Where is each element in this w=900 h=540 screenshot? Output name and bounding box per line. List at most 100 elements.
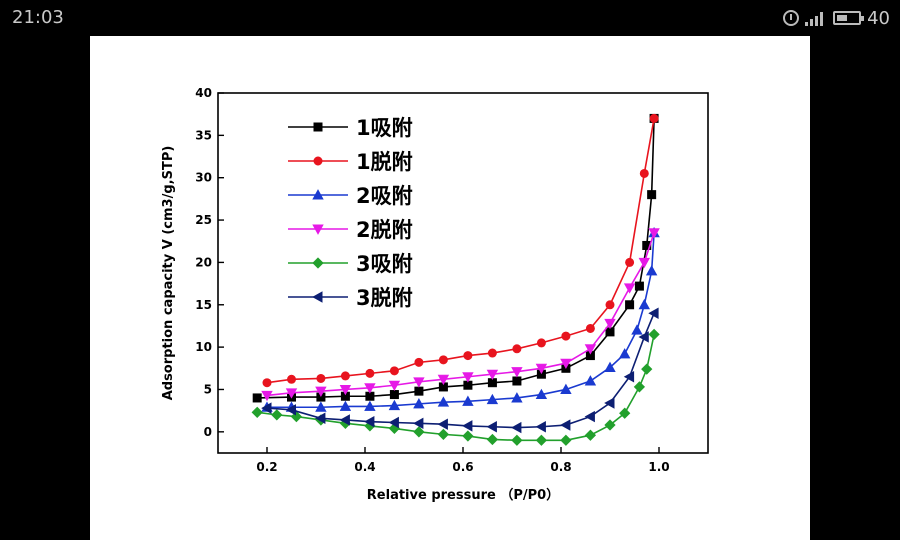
data-point xyxy=(638,257,651,269)
y-tick-label: 35 xyxy=(195,128,212,142)
data-point xyxy=(487,348,497,358)
legend-marker xyxy=(312,189,324,200)
data-point xyxy=(648,307,659,319)
data-point xyxy=(561,331,571,341)
data-point xyxy=(315,386,327,397)
data-point xyxy=(261,390,273,402)
legend-marker xyxy=(312,291,323,303)
series-3 xyxy=(261,226,660,412)
alarm-icon xyxy=(783,10,800,26)
series-6 xyxy=(261,307,659,434)
legend-label: 3脱附 xyxy=(356,286,413,310)
legend-entry-2: 1脱附 xyxy=(288,150,413,174)
data-point xyxy=(511,434,523,446)
data-point xyxy=(584,375,597,386)
series-4 xyxy=(261,228,660,402)
data-point xyxy=(413,417,424,430)
data-point xyxy=(364,383,376,394)
data-point xyxy=(618,348,631,359)
data-point xyxy=(634,281,644,291)
data-point xyxy=(365,368,375,378)
data-point xyxy=(413,398,425,409)
data-point xyxy=(511,367,523,378)
data-point xyxy=(462,430,474,442)
adsorption-chart: 0 5 10 15 20 25 30 35 40 0.2 0.4 0.6 0.8 1.0 1吸附 1脱附 2吸… xyxy=(161,86,709,503)
data-point xyxy=(437,396,450,407)
series-line xyxy=(266,232,655,397)
legend-entry-5: 3吸附 xyxy=(288,252,413,276)
data-point xyxy=(647,190,657,200)
status-time: 21:03 xyxy=(12,7,64,28)
data-point xyxy=(339,400,352,411)
data-point xyxy=(414,357,424,367)
data-point xyxy=(638,331,649,343)
data-point xyxy=(340,371,350,381)
data-point xyxy=(604,361,616,372)
data-point xyxy=(462,372,474,383)
x-tick-label: 0.6 xyxy=(452,460,473,474)
data-point xyxy=(536,338,546,348)
data-point xyxy=(339,414,350,426)
data-point xyxy=(486,369,499,381)
data-point xyxy=(641,363,653,375)
series-line xyxy=(267,232,655,409)
battery-icon xyxy=(833,11,865,25)
data-point xyxy=(648,228,660,239)
data-point xyxy=(645,265,658,276)
data-point xyxy=(585,323,595,333)
data-point xyxy=(251,406,263,418)
x-tick-label: 0.2 xyxy=(256,460,277,474)
y-tick-label: 0 xyxy=(204,425,212,439)
legend-label: 2脱附 xyxy=(356,218,413,242)
data-point xyxy=(642,240,652,250)
legend-marker xyxy=(313,156,323,166)
legend-entry-3: 2吸附 xyxy=(288,184,413,208)
legend-marker xyxy=(312,224,324,235)
data-point xyxy=(560,434,572,446)
legend-marker xyxy=(313,122,323,132)
data-point xyxy=(649,113,659,123)
data-point xyxy=(462,395,474,406)
data-point xyxy=(389,390,399,400)
status-bar: 21:03 40 xyxy=(0,0,900,36)
data-point xyxy=(512,344,522,354)
data-point xyxy=(633,381,646,393)
data-point xyxy=(364,415,375,428)
data-point xyxy=(560,383,572,394)
data-point xyxy=(413,377,425,388)
y-tick-label: 5 xyxy=(204,382,212,396)
legend-entry-4: 2脱附 xyxy=(288,218,413,242)
y-tick-label: 40 xyxy=(195,86,212,100)
data-point xyxy=(438,355,448,365)
x-tick-label: 1.0 xyxy=(648,460,669,474)
x-axis-label: Relative pressure （P/P0） xyxy=(367,487,559,503)
data-point xyxy=(560,419,571,431)
status-icons: 40 xyxy=(783,6,890,30)
series-line xyxy=(266,118,655,384)
data-point xyxy=(604,397,615,409)
legend-label: 3吸附 xyxy=(356,252,413,276)
data-point xyxy=(623,283,636,294)
data-point xyxy=(584,429,597,441)
data-point xyxy=(625,257,635,267)
x-tick-label: 0.4 xyxy=(354,460,375,474)
data-point xyxy=(271,409,283,421)
legend-label: 2吸附 xyxy=(356,184,413,208)
data-point xyxy=(462,420,473,432)
data-point xyxy=(388,399,401,411)
chart-photo: 0 5 10 15 20 25 30 35 40 0.2 0.4 0.6 0.8 1.0 1吸附 1脱附 2吸… xyxy=(90,36,810,540)
data-point xyxy=(605,300,615,310)
y-tick-label: 30 xyxy=(195,171,212,185)
data-point xyxy=(631,324,643,335)
data-point xyxy=(463,351,473,361)
data-point xyxy=(535,434,548,446)
data-point xyxy=(316,373,326,383)
x-tick-label: 0.8 xyxy=(550,460,571,474)
data-point xyxy=(511,392,523,403)
data-point xyxy=(648,328,660,341)
data-point xyxy=(486,393,499,405)
battery-level: 40 xyxy=(867,7,890,29)
data-point xyxy=(285,388,298,399)
data-point xyxy=(511,421,522,434)
data-point xyxy=(512,376,522,386)
